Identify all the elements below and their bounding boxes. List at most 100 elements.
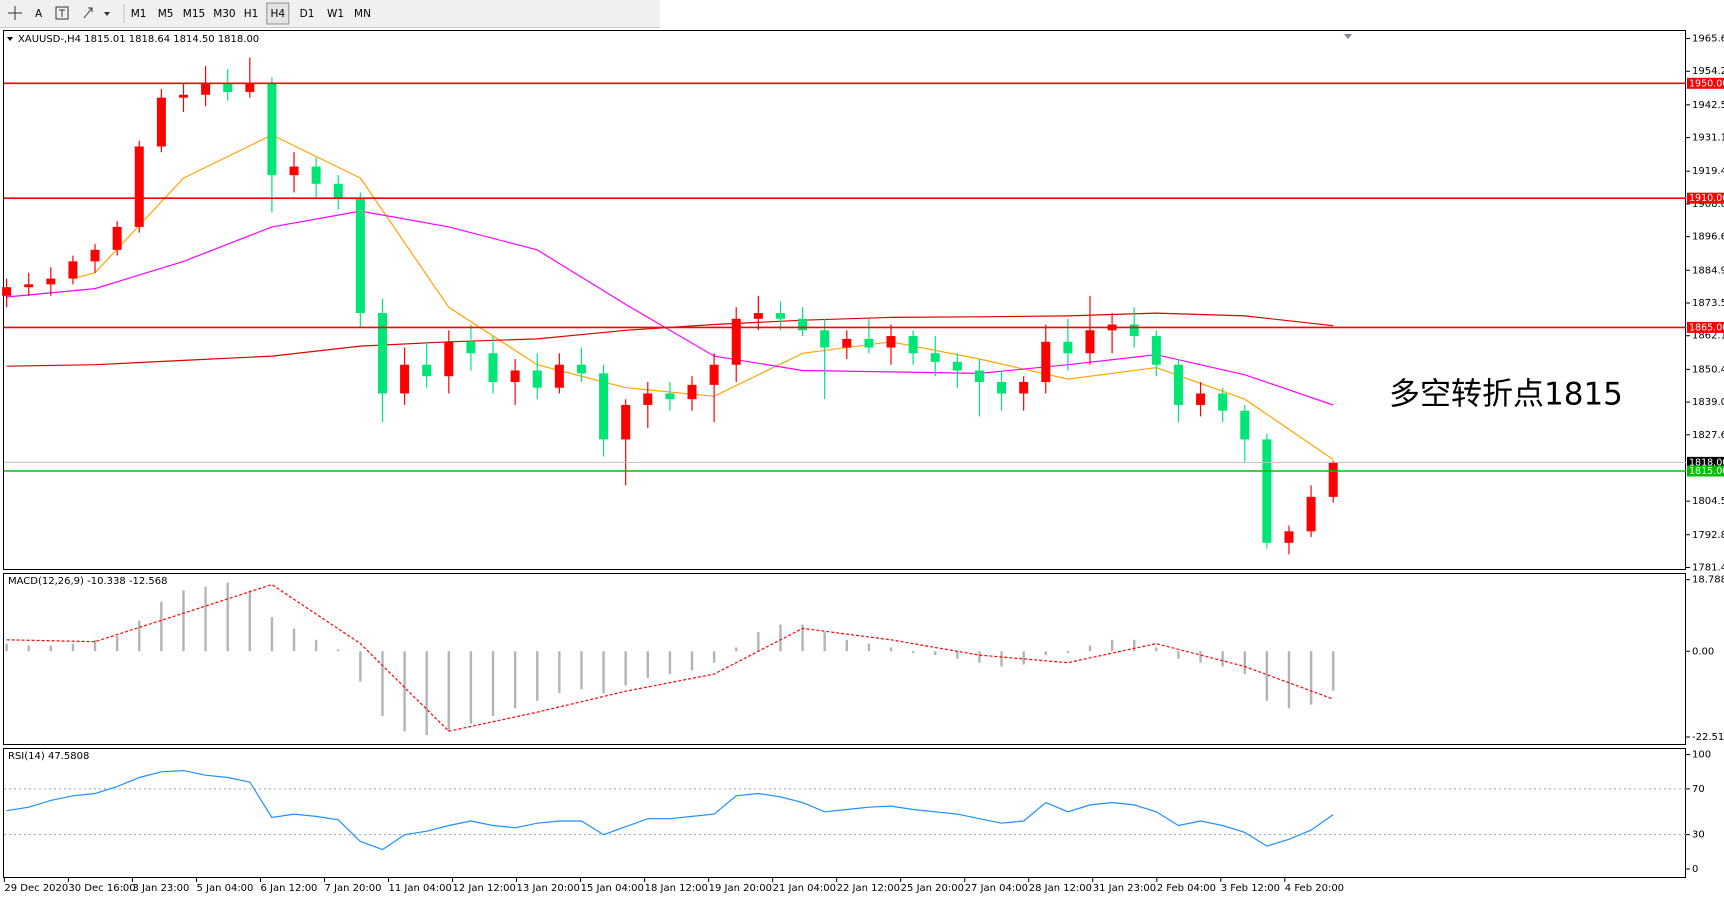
x-tick-label: 19 Jan 20:00 [709, 883, 772, 894]
candle-body [1262, 439, 1272, 543]
x-tick-label: 15 Jan 04:00 [581, 883, 644, 894]
macd-bar [889, 647, 893, 652]
timeframe-button[interactable]: M15 [183, 8, 205, 20]
timeframe-button[interactable]: H1 [244, 8, 259, 20]
timeframe-button[interactable]: MN [354, 8, 371, 20]
macd-bar [513, 651, 517, 709]
annotation: 多空转折点1815 [1389, 377, 1623, 413]
candle-body [24, 284, 34, 288]
timeframe-button[interactable]: D1 [300, 8, 315, 20]
level-price-tag [1687, 321, 1724, 333]
macd-bar [690, 651, 694, 671]
x-tick-label: 12 Jan 12:00 [453, 883, 516, 894]
candle-body [466, 341, 476, 354]
macd-bar [1287, 651, 1291, 709]
macd-bar [381, 651, 384, 716]
x-tick-label: 4 Feb 20:00 [1285, 883, 1344, 894]
x-tick-label: 25 Jan 20:00 [901, 883, 964, 894]
y-tick-label: 1931.10 [1692, 133, 1724, 144]
macd-bar [1022, 651, 1025, 665]
active-timeframe [266, 2, 290, 25]
candle-body [1019, 381, 1029, 394]
macd-bar [646, 651, 649, 678]
level-price-tag [1687, 465, 1724, 477]
y-tick-label: 1896.60 [1692, 232, 1724, 243]
y-tick-label: 1781.40 [1692, 563, 1724, 574]
macd-bar [779, 624, 782, 652]
x-tick-label: 31 Jan 23:00 [1093, 883, 1156, 894]
timeframe-button[interactable]: W1 [327, 8, 344, 20]
macd-bar [1133, 639, 1136, 652]
macd-bar [93, 639, 97, 652]
macd-bar [558, 651, 561, 694]
y-tick-label: -22.515 [1692, 732, 1724, 743]
candle-body [930, 353, 940, 362]
candle-body [709, 364, 719, 385]
macd-bar [447, 651, 450, 732]
candle-body [1151, 336, 1161, 365]
macd-bar [115, 636, 119, 652]
x-tick-label: 18 Jan 12:00 [645, 883, 708, 894]
label-tool[interactable] [55, 6, 69, 20]
candle-body [2, 287, 12, 296]
candle-body [1173, 364, 1183, 405]
macd-bar [1155, 647, 1158, 652]
moving-average [72, 134, 1334, 460]
candle-body [488, 353, 498, 382]
macd-bar [359, 651, 362, 682]
crosshair-tool[interactable] [8, 6, 22, 20]
candle-body [775, 313, 785, 319]
macd-bar [934, 651, 937, 656]
timeframe-button[interactable]: M1 [131, 8, 147, 20]
candle-body [599, 373, 609, 440]
candle-body [665, 393, 675, 400]
level-price-label: 1865.00 [1689, 322, 1724, 333]
symbol-marker [7, 37, 13, 41]
y-tick-label: 0 [1692, 864, 1698, 875]
rsi-title: RSI(14) 47.5808 [8, 751, 89, 762]
macd-bar [425, 651, 428, 736]
y-tick-label: 18.788 [1692, 575, 1724, 586]
arrow-tool[interactable] [83, 7, 110, 19]
macd-bar [248, 590, 252, 652]
candle-body [554, 364, 564, 388]
macd-bar [1199, 651, 1202, 663]
candle-body [1306, 496, 1316, 532]
candle-body [201, 83, 211, 95]
candle-body [422, 364, 432, 377]
macd-bar [5, 643, 8, 652]
y-tick-label: 1954.20 [1692, 66, 1724, 77]
chart-header: XAUUSD-,H4 1815.01 1818.64 1814.50 1818.… [18, 34, 259, 45]
macd-bar [1000, 651, 1003, 667]
timeframe-button[interactable]: M5 [158, 8, 174, 20]
y-tick-label: 1942.50 [1692, 100, 1724, 111]
macd-bar [337, 649, 340, 652]
y-tick-label: 1873.50 [1692, 298, 1724, 309]
candle-body [643, 393, 653, 405]
x-tick-label: 2 Feb 04:00 [1157, 883, 1216, 894]
rsi-panel [3, 748, 1686, 878]
x-tick-label: 7 Jan 20:00 [325, 883, 382, 894]
y-tick-label: 0.00 [1692, 646, 1714, 657]
macd-bar [845, 639, 848, 652]
candle-body [90, 249, 100, 262]
timeframe-button[interactable]: H4 [271, 8, 286, 20]
candle-body [864, 338, 874, 348]
level-price-tag [1687, 456, 1724, 468]
macd-bar [624, 651, 627, 686]
x-tick-label: 3 Jan 23:00 [132, 883, 189, 894]
x-tick-label: 21 Jan 04:00 [773, 883, 836, 894]
toolbar [0, 0, 660, 27]
timeframe-button[interactable]: M30 [213, 8, 235, 20]
macd-bar [867, 643, 871, 652]
y-tick-label: 1862.10 [1692, 331, 1724, 342]
candle-body [1328, 462, 1338, 497]
moving-average [6, 210, 1334, 406]
y-tick-label: 1839.00 [1692, 397, 1724, 408]
candle-body [510, 370, 520, 382]
text-tool[interactable]: A [35, 8, 43, 20]
macd-bar [204, 586, 207, 652]
y-tick-label: 1965.60 [1692, 34, 1724, 45]
candle-body [687, 384, 697, 400]
macd-bar [27, 645, 30, 652]
